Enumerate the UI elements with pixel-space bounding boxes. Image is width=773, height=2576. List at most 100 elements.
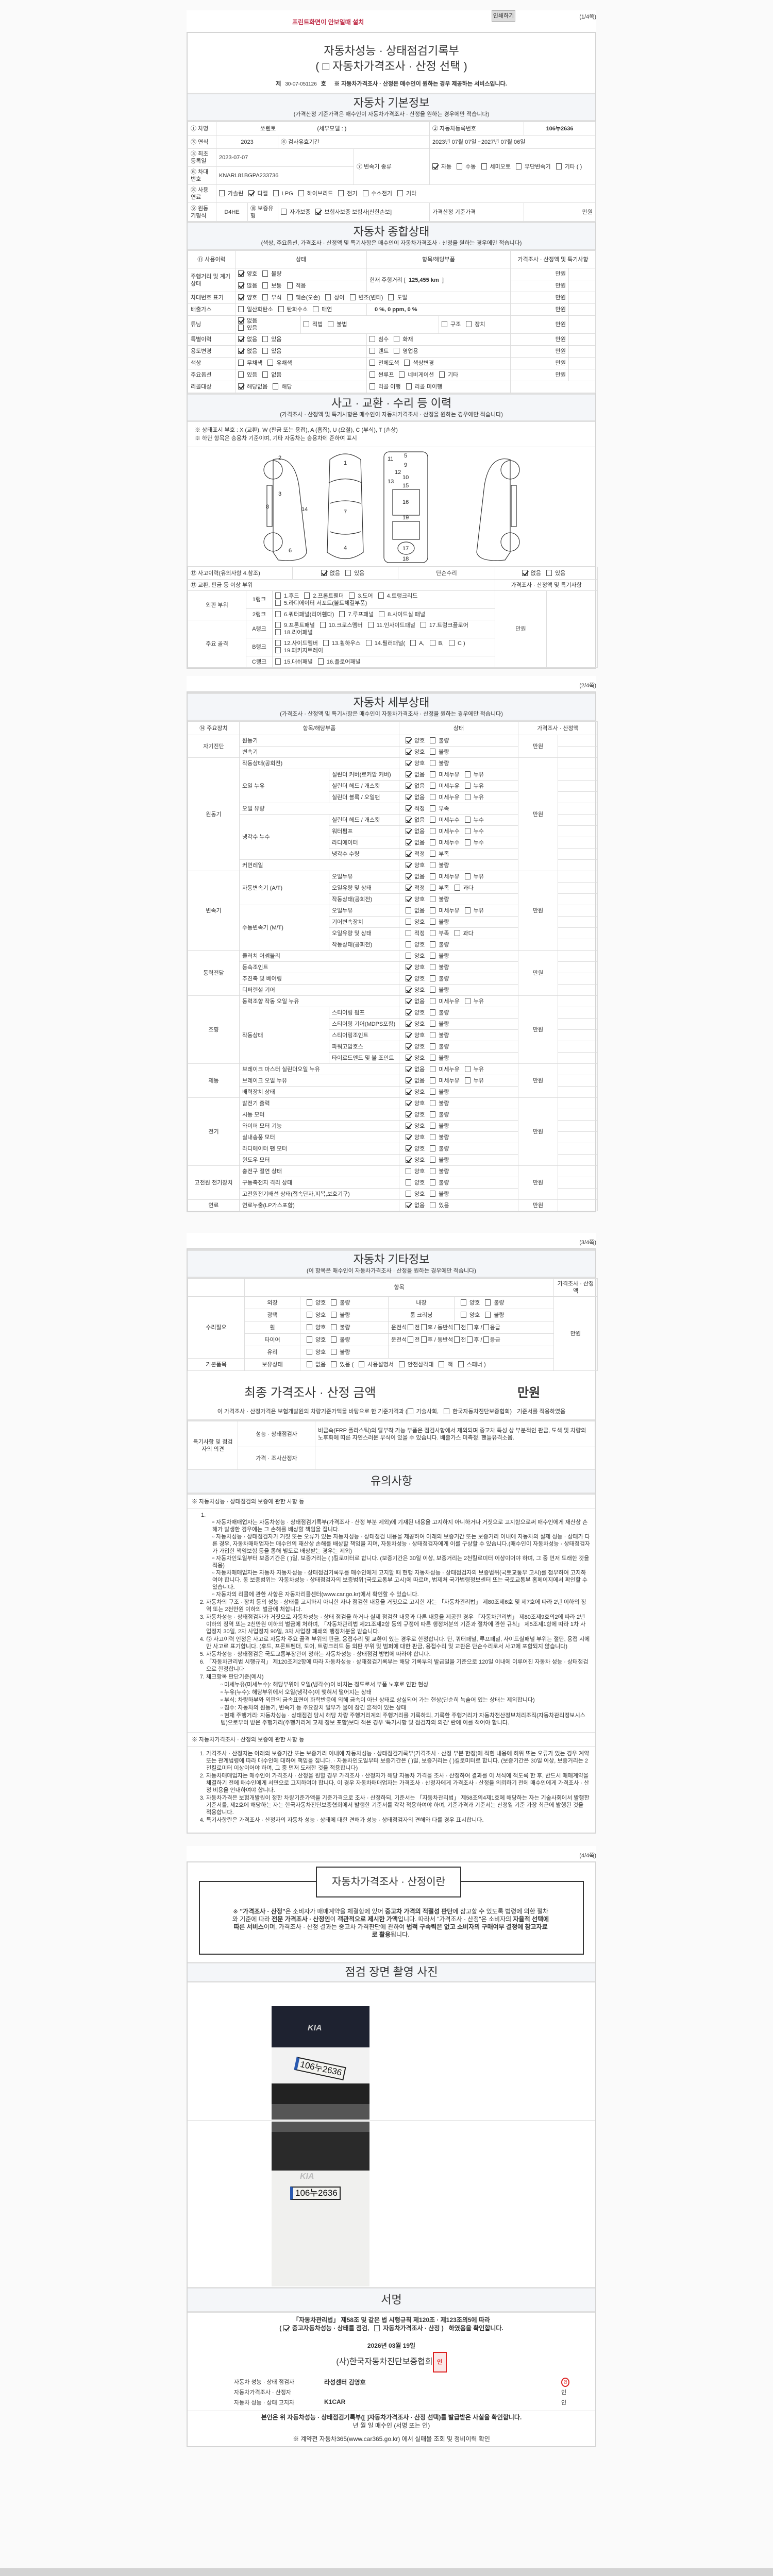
checkbox[interactable] — [439, 371, 445, 378]
checkbox[interactable] — [313, 306, 319, 312]
checkbox[interactable] — [466, 321, 472, 327]
checkbox[interactable] — [317, 658, 324, 665]
checkbox[interactable] — [406, 952, 411, 959]
checkbox[interactable] — [238, 306, 244, 312]
checkbox[interactable] — [275, 640, 281, 646]
checkbox[interactable] — [430, 918, 436, 925]
checkbox[interactable] — [406, 816, 411, 823]
checkbox[interactable] — [430, 737, 436, 743]
checkbox[interactable] — [331, 1361, 337, 1367]
checkbox[interactable] — [516, 163, 522, 170]
install-link[interactable]: 프린트화면이 안보일때 설치 — [292, 19, 364, 26]
checkbox[interactable] — [379, 611, 385, 617]
checkbox[interactable] — [430, 850, 436, 857]
checkbox[interactable] — [238, 371, 244, 378]
checkbox[interactable] — [262, 336, 268, 342]
checkbox[interactable] — [406, 1201, 411, 1208]
checkbox[interactable] — [406, 383, 412, 389]
checkbox[interactable] — [406, 839, 411, 845]
checkbox[interactable] — [483, 1324, 489, 1330]
checkbox[interactable] — [464, 1065, 470, 1072]
checkbox[interactable] — [307, 1324, 312, 1330]
checkbox[interactable] — [369, 360, 375, 366]
checkbox[interactable] — [406, 1031, 411, 1038]
checkbox[interactable] — [238, 317, 244, 324]
checkbox[interactable] — [406, 1167, 411, 1174]
checkbox[interactable] — [349, 592, 355, 599]
checkbox[interactable] — [483, 1336, 489, 1343]
checkbox[interactable] — [349, 294, 356, 300]
checkbox[interactable] — [304, 592, 310, 599]
checkbox[interactable] — [430, 1031, 436, 1038]
checkbox[interactable] — [406, 1077, 411, 1083]
checkbox[interactable] — [454, 1324, 460, 1330]
checkbox[interactable] — [307, 1348, 312, 1355]
checkbox[interactable] — [321, 569, 327, 576]
checkbox[interactable] — [556, 163, 562, 170]
checkbox[interactable] — [430, 986, 436, 993]
checkbox[interactable] — [430, 1020, 436, 1027]
checkbox[interactable] — [328, 321, 334, 327]
checkbox[interactable] — [406, 748, 411, 755]
checkbox[interactable] — [262, 282, 268, 289]
checkbox[interactable] — [406, 1122, 411, 1129]
checkbox[interactable] — [430, 1054, 436, 1061]
checkbox[interactable] — [331, 1299, 337, 1306]
checkbox[interactable] — [430, 1167, 436, 1174]
checkbox[interactable] — [406, 941, 411, 947]
checkbox[interactable] — [238, 336, 244, 342]
checkbox[interactable] — [275, 611, 281, 617]
checkbox[interactable] — [430, 759, 436, 766]
checkbox[interactable] — [238, 294, 244, 300]
checkbox[interactable] — [398, 1361, 405, 1367]
checkbox[interactable] — [367, 622, 374, 628]
checkbox[interactable] — [454, 1336, 460, 1343]
checkbox[interactable] — [429, 640, 435, 646]
checkbox[interactable] — [430, 782, 436, 789]
checkbox[interactable] — [315, 208, 322, 215]
checkbox[interactable] — [430, 1111, 436, 1117]
checkbox[interactable] — [331, 1311, 337, 1318]
checkbox[interactable] — [307, 1311, 312, 1318]
checkbox[interactable] — [457, 163, 463, 170]
checkbox[interactable] — [283, 2325, 289, 2331]
checkbox[interactable] — [275, 647, 281, 653]
checkbox[interactable] — [464, 816, 470, 823]
checkbox[interactable] — [219, 190, 225, 196]
checkbox[interactable] — [287, 294, 293, 300]
checkbox[interactable] — [238, 270, 244, 277]
checkbox[interactable] — [458, 1361, 464, 1367]
checkbox[interactable] — [461, 1311, 466, 1318]
checkbox[interactable] — [406, 963, 411, 970]
checkbox[interactable] — [399, 371, 405, 378]
checkbox[interactable] — [430, 1065, 436, 1072]
checkbox[interactable] — [430, 805, 436, 811]
checkbox[interactable] — [430, 873, 436, 879]
checkbox[interactable] — [406, 1065, 411, 1072]
checkbox[interactable] — [464, 839, 470, 845]
checkbox[interactable] — [430, 941, 436, 947]
checkbox[interactable] — [275, 592, 281, 599]
checkbox[interactable] — [430, 884, 436, 891]
checkbox[interactable] — [430, 1201, 436, 1208]
checkbox[interactable] — [369, 383, 375, 389]
checkbox[interactable] — [262, 294, 268, 300]
checkbox[interactable] — [369, 336, 375, 342]
checkbox[interactable] — [408, 1324, 414, 1330]
checkbox[interactable] — [298, 190, 304, 196]
checkbox[interactable] — [464, 782, 470, 789]
checkbox[interactable] — [464, 907, 470, 913]
checkbox[interactable] — [481, 163, 487, 170]
checkbox[interactable] — [408, 1336, 414, 1343]
checkbox[interactable] — [406, 759, 411, 766]
checkbox[interactable] — [345, 569, 351, 576]
checkbox[interactable] — [406, 986, 411, 993]
checkbox[interactable] — [406, 997, 411, 1004]
checkbox[interactable] — [430, 1156, 436, 1163]
checkbox[interactable] — [430, 1088, 436, 1095]
checkbox[interactable] — [430, 895, 436, 902]
checkbox[interactable] — [430, 816, 436, 823]
checkbox[interactable] — [430, 907, 436, 913]
checkbox[interactable] — [406, 737, 411, 743]
checkbox[interactable] — [404, 360, 410, 366]
